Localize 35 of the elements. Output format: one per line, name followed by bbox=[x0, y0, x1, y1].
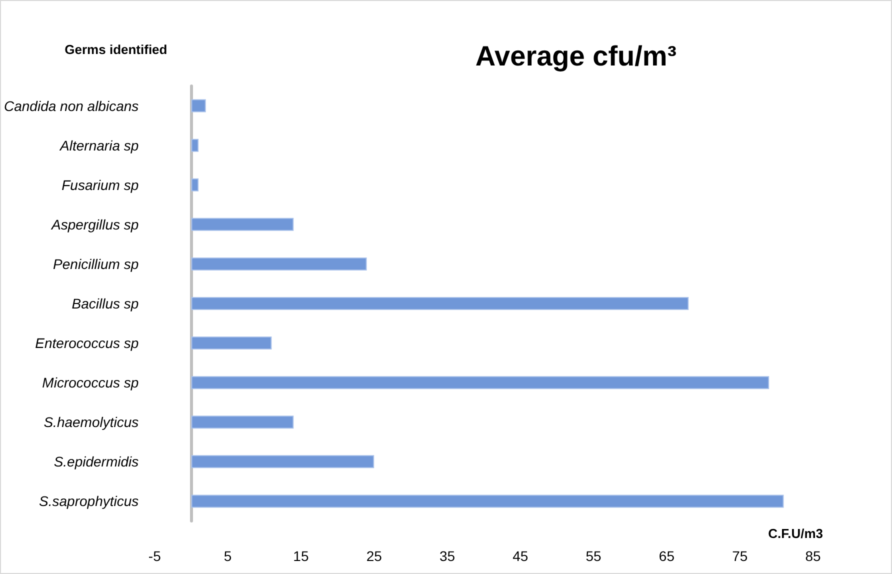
y-tick-label: Alternaria sp bbox=[59, 137, 139, 154]
x-tick-label: 55 bbox=[586, 548, 602, 564]
y-tick-label: Enterococcus sp bbox=[35, 335, 139, 352]
y-tick-label: Candida non albicans bbox=[4, 98, 139, 114]
bar bbox=[191, 494, 784, 508]
bar bbox=[191, 336, 272, 350]
y-tick-label: S.saprophyticus bbox=[39, 493, 139, 510]
y-tick-label: Aspergillus sp bbox=[50, 216, 139, 232]
chart-title: Average cfu/m³ bbox=[475, 40, 677, 72]
y-tick-label: S.haemolyticus bbox=[44, 414, 139, 430]
x-tick-label: 5 bbox=[224, 548, 232, 564]
y-tick-label: Fusarium sp bbox=[62, 176, 139, 193]
y-tick-label: Bacillus sp bbox=[72, 296, 139, 312]
x-tick-label: 25 bbox=[366, 548, 382, 564]
bar bbox=[191, 416, 294, 429]
x-tick-label: 45 bbox=[512, 548, 528, 564]
y-tick-label: S.epidermidis bbox=[54, 454, 139, 470]
x-tick-label: 85 bbox=[805, 548, 821, 564]
bar bbox=[191, 178, 199, 192]
y-tick-label: Penicillium sp bbox=[53, 256, 139, 272]
y-axis-title: Germs identified bbox=[64, 42, 168, 57]
bar bbox=[191, 257, 367, 270]
x-axis-title: C.F.U/m3 bbox=[768, 526, 823, 541]
x-tick-label: 35 bbox=[439, 548, 456, 564]
bar bbox=[191, 138, 199, 152]
bar bbox=[191, 455, 374, 468]
x-tick-label: 65 bbox=[658, 548, 675, 564]
x-tick-label: -5 bbox=[148, 548, 162, 564]
x-tick-label: 15 bbox=[293, 548, 309, 564]
bar bbox=[191, 218, 294, 231]
bar bbox=[191, 376, 770, 390]
bar bbox=[191, 99, 206, 112]
x-tick-label: 75 bbox=[732, 548, 748, 564]
y-tick-label: Micrococcus sp bbox=[42, 374, 139, 391]
bar bbox=[191, 297, 689, 310]
